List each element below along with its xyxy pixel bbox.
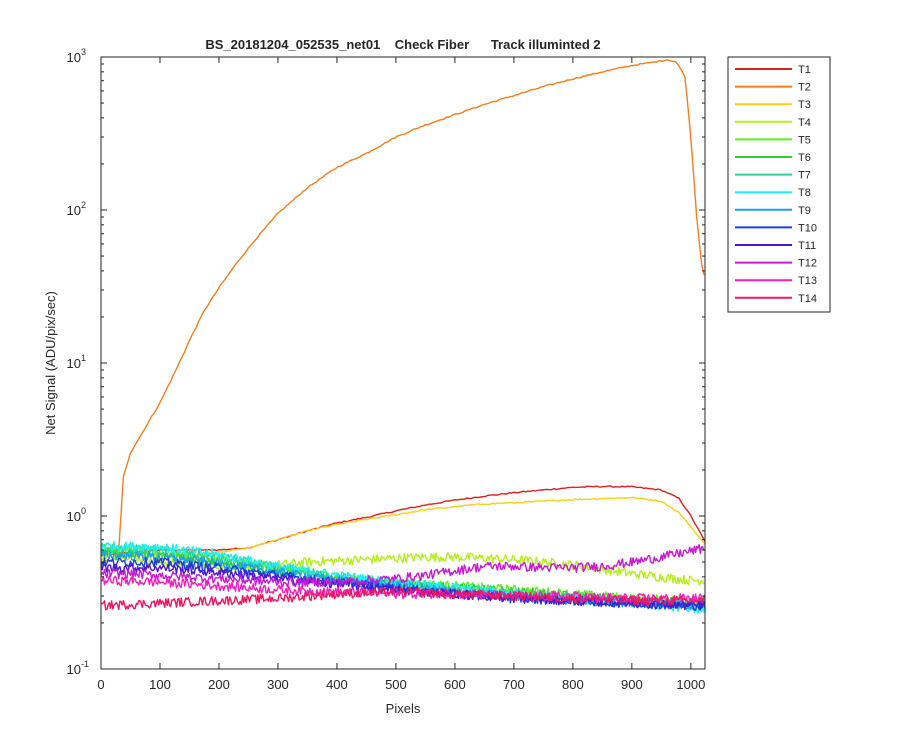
series-line-t2: [118, 59, 705, 551]
y-tick-base: 10: [67, 509, 81, 524]
y-tick-base: 10: [67, 662, 81, 677]
series-line-t13: [100, 575, 706, 604]
y-tick-label: 10 2: [67, 200, 86, 218]
x-tick-label: 1000: [676, 677, 705, 692]
y-tick-base: 10: [67, 356, 81, 371]
x-tick-label: 200: [208, 677, 230, 692]
y-tick-base: 10: [67, 50, 81, 65]
legend-label-t4: T4: [798, 117, 811, 129]
x-tick-label: 300: [267, 677, 289, 692]
y-axis-label: Net Signal (ADU/pix/sec): [43, 291, 58, 435]
y-tick-exponent: 0: [81, 506, 86, 516]
y-tick-label: 10 -1: [67, 659, 89, 677]
legend-label-t8: T8: [798, 187, 811, 199]
x-axis-ticks: 0 100 200 300 400 500 600 700 800 900 1000: [97, 57, 705, 692]
legend-label-t13: T13: [798, 275, 817, 287]
y-tick-exponent: 3: [81, 47, 86, 57]
y-tick-base: 10: [67, 203, 81, 218]
legend-box: [727, 56, 831, 313]
legend-label-t3: T3: [798, 99, 811, 111]
x-tick-label: 600: [444, 677, 466, 692]
y-tick-exponent: 1: [81, 353, 86, 363]
x-tick-label: 400: [326, 677, 348, 692]
y-tick-label: 10 0: [67, 506, 86, 524]
chart-title: BS_20181204_052535_net01 Check Fiber Tra…: [205, 37, 600, 52]
x-tick-label: 500: [385, 677, 407, 692]
y-tick-exponent: -1: [81, 659, 89, 669]
legend-label-t7: T7: [798, 170, 811, 182]
y-tick-label: 10 3: [67, 47, 86, 65]
y-tick-label: 10 1: [67, 353, 86, 371]
series-line-t12: [100, 544, 706, 588]
legend-label-t9: T9: [798, 205, 811, 217]
y-tick-exponent: 2: [81, 200, 86, 210]
plot-area: [101, 57, 705, 669]
x-tick-label: 700: [503, 677, 525, 692]
x-tick-label: 900: [621, 677, 643, 692]
x-tick-label: 0: [97, 677, 104, 692]
x-axis-label: Pixels: [386, 701, 421, 716]
legend-label-t10: T10: [798, 222, 817, 234]
legend-label-t11: T11: [798, 240, 816, 252]
legend: T1 T2 T3 T4 T5 T6 T7 T8 T9 T10 T11 T12 T13 T14: [727, 56, 831, 313]
legend-label-t12: T12: [798, 258, 817, 270]
series-line-t14: [100, 586, 706, 611]
series-layer: [100, 59, 706, 615]
legend-label-t6: T6: [798, 152, 811, 164]
legend-label-t5: T5: [798, 134, 811, 146]
x-tick-label: 100: [149, 677, 171, 692]
legend-label-t1: T1: [798, 64, 811, 76]
legend-label-t2: T2: [798, 82, 811, 94]
series-line-t1: [100, 485, 706, 557]
legend-label-t14: T14: [798, 293, 817, 305]
x-tick-label: 800: [562, 677, 584, 692]
